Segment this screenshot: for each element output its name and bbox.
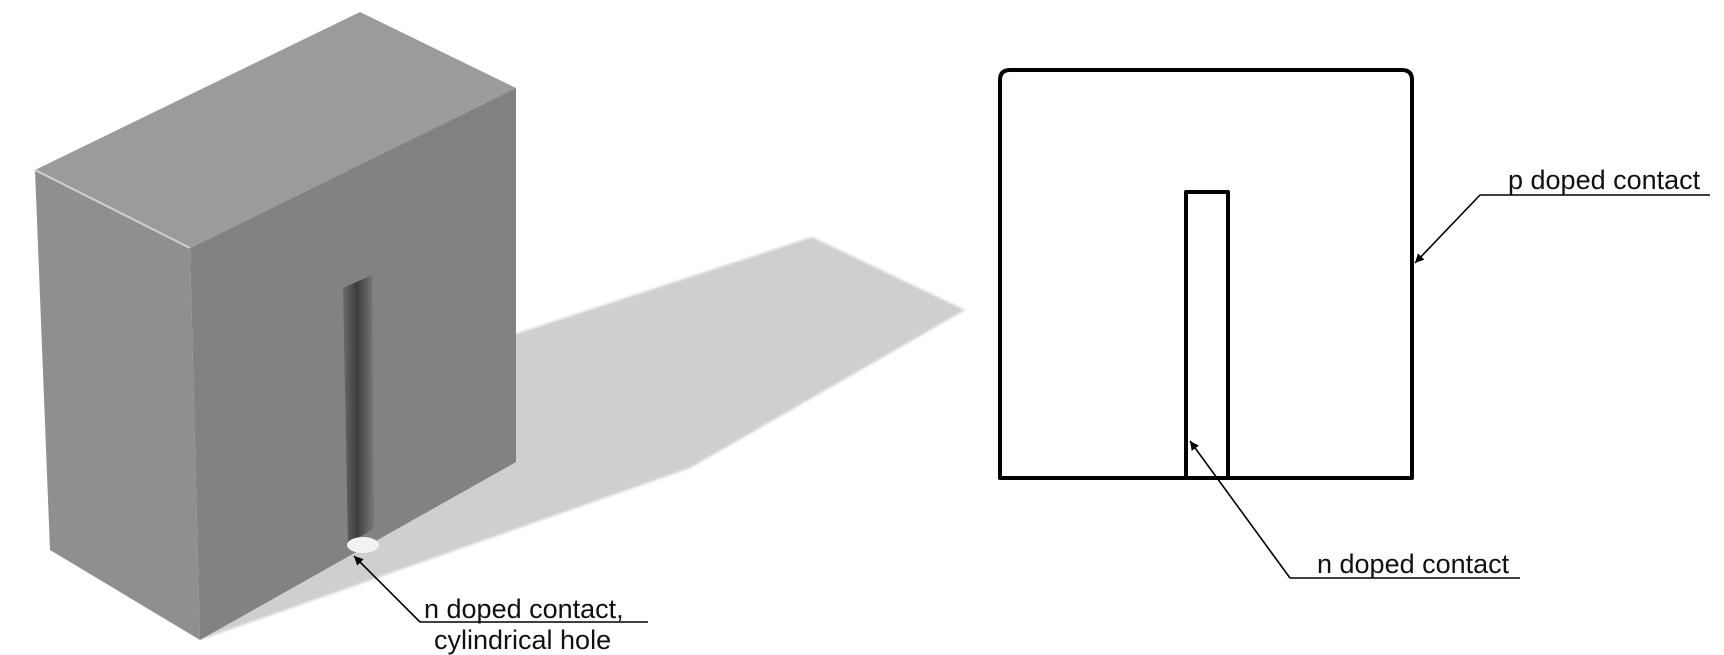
isometric-block — [34, 12, 965, 640]
block-top-face — [35, 12, 516, 248]
n-contact-label: n doped contact — [1317, 549, 1510, 579]
block-front-face — [35, 170, 200, 640]
cross-section — [998, 68, 1710, 579]
cross-section-outline — [998, 68, 1414, 480]
block-top-edge-highlight — [34, 169, 191, 249]
iso-label-line2: cylindrical hole — [434, 625, 611, 655]
cylindrical-hole — [343, 275, 374, 542]
hole-opening — [347, 537, 379, 553]
p-contact-leader — [1414, 194, 1481, 264]
iso-leader-line — [353, 555, 421, 623]
n-contact-leader — [1189, 440, 1291, 579]
iso-label-line1: n doped contact, — [424, 594, 624, 624]
p-contact-label: p doped contact — [1508, 165, 1701, 195]
block-shadow — [200, 237, 965, 640]
